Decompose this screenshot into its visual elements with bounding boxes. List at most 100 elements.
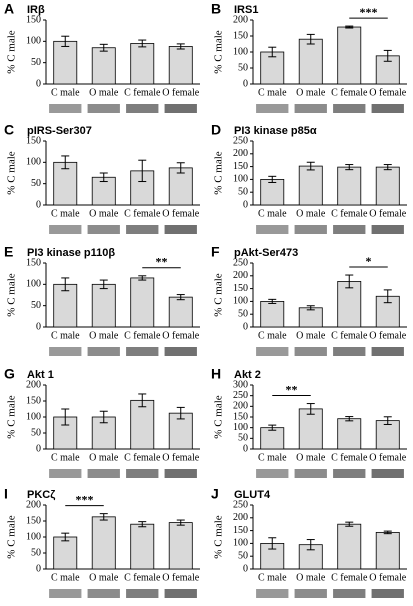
y-tick-label: 0	[36, 563, 41, 574]
bar	[375, 531, 400, 570]
y-tick-label: 250	[233, 499, 248, 510]
x-tick-label: O female	[162, 208, 199, 219]
error-bar	[176, 519, 185, 526]
x-tick-label: C female	[331, 87, 368, 98]
bar	[337, 166, 362, 206]
x-tick-label: C male	[51, 87, 80, 98]
bar	[298, 165, 323, 206]
blot-band	[49, 589, 82, 598]
blot-band	[371, 469, 404, 478]
error-bar	[345, 164, 354, 171]
error-bar	[61, 155, 70, 170]
blot-band	[256, 347, 289, 356]
y-tick-label: 50	[238, 62, 248, 73]
error-bar	[61, 277, 70, 292]
x-tick-label: O male	[89, 452, 119, 463]
x-tick-label: O female	[162, 330, 199, 341]
error-bar	[176, 406, 185, 420]
error-bar	[99, 513, 108, 521]
y-axis-label: % C male	[6, 395, 18, 438]
blot-band	[294, 104, 327, 113]
x-tick-label: C male	[51, 452, 80, 463]
blot-band	[371, 225, 404, 234]
y-tick-label: 50	[31, 178, 41, 189]
error-bar	[61, 532, 70, 542]
bar	[130, 523, 155, 570]
y-tick-label: 200	[26, 499, 41, 510]
significance-label: **	[286, 382, 298, 396]
error-bar	[268, 46, 277, 58]
y-tick-label: 50	[31, 427, 41, 438]
panel-letter: D	[211, 122, 221, 138]
x-tick-label: O male	[89, 330, 119, 341]
error-bar	[345, 274, 354, 289]
panel-title: Akt 2	[234, 369, 261, 381]
x-tick-label: C male	[258, 452, 287, 463]
blot-band	[164, 469, 197, 478]
y-tick-label: 50	[31, 57, 41, 68]
bar	[91, 516, 116, 570]
error-bar	[306, 539, 315, 551]
x-tick-label: O male	[89, 572, 119, 583]
error-bar	[99, 279, 108, 290]
y-tick-label: 150	[26, 257, 41, 268]
bar	[130, 399, 155, 450]
y-tick-label: 0	[243, 78, 248, 89]
panel-title: GLUT4	[234, 489, 271, 501]
significance-label: ***	[360, 5, 378, 19]
significance-label: **	[156, 255, 168, 269]
blot-band	[371, 589, 404, 598]
blot-band	[294, 347, 327, 356]
panel-letter: I	[4, 486, 8, 502]
y-axis-label: % C male	[213, 151, 225, 194]
error-bar	[306, 403, 315, 415]
y-tick-label: 200	[233, 14, 248, 25]
y-tick-label: 50	[238, 186, 248, 197]
blot-band	[49, 104, 82, 113]
error-bar	[176, 162, 185, 174]
blot-band	[371, 347, 404, 356]
error-bar	[268, 175, 277, 183]
blot-band	[126, 347, 159, 356]
y-tick-label: 0	[36, 443, 41, 454]
x-tick-label: O female	[369, 87, 406, 98]
error-bar	[306, 305, 315, 311]
x-tick-label: C male	[51, 208, 80, 219]
bar	[260, 427, 285, 450]
y-tick-label: 150	[26, 515, 41, 526]
blot-band	[333, 347, 366, 356]
y-axis-label: % C male	[213, 273, 225, 316]
panel-title: pIRS-Ser307	[27, 125, 92, 137]
panel: A IRβ % C male 0 50 100 150 C male O male C femal…	[4, 1, 200, 113]
y-tick-label: 100	[233, 538, 248, 549]
bar	[337, 418, 362, 450]
significance-label: *	[366, 254, 372, 268]
blot-band	[333, 469, 366, 478]
y-tick-label: 0	[243, 563, 248, 574]
bar	[298, 38, 323, 85]
y-tick-label: 250	[233, 257, 248, 268]
error-bar	[345, 521, 354, 527]
x-tick-label: C female	[124, 208, 161, 219]
bar	[130, 43, 155, 85]
x-tick-label: O male	[89, 87, 119, 98]
y-tick-label: 0	[243, 199, 248, 210]
y-axis-label: % C male	[6, 30, 18, 73]
x-tick-label: O female	[162, 87, 199, 98]
error-bar	[176, 43, 185, 50]
y-tick-label: 150	[233, 283, 248, 294]
bar	[298, 307, 323, 328]
blot-band	[126, 104, 159, 113]
y-tick-label: 200	[233, 512, 248, 523]
blot-band	[333, 104, 366, 113]
y-tick-label: 100	[26, 411, 41, 422]
x-tick-label: O female	[369, 452, 406, 463]
blot-band	[256, 469, 289, 478]
x-tick-label: O female	[162, 452, 199, 463]
x-tick-label: C female	[124, 330, 161, 341]
y-tick-label: 100	[233, 46, 248, 57]
